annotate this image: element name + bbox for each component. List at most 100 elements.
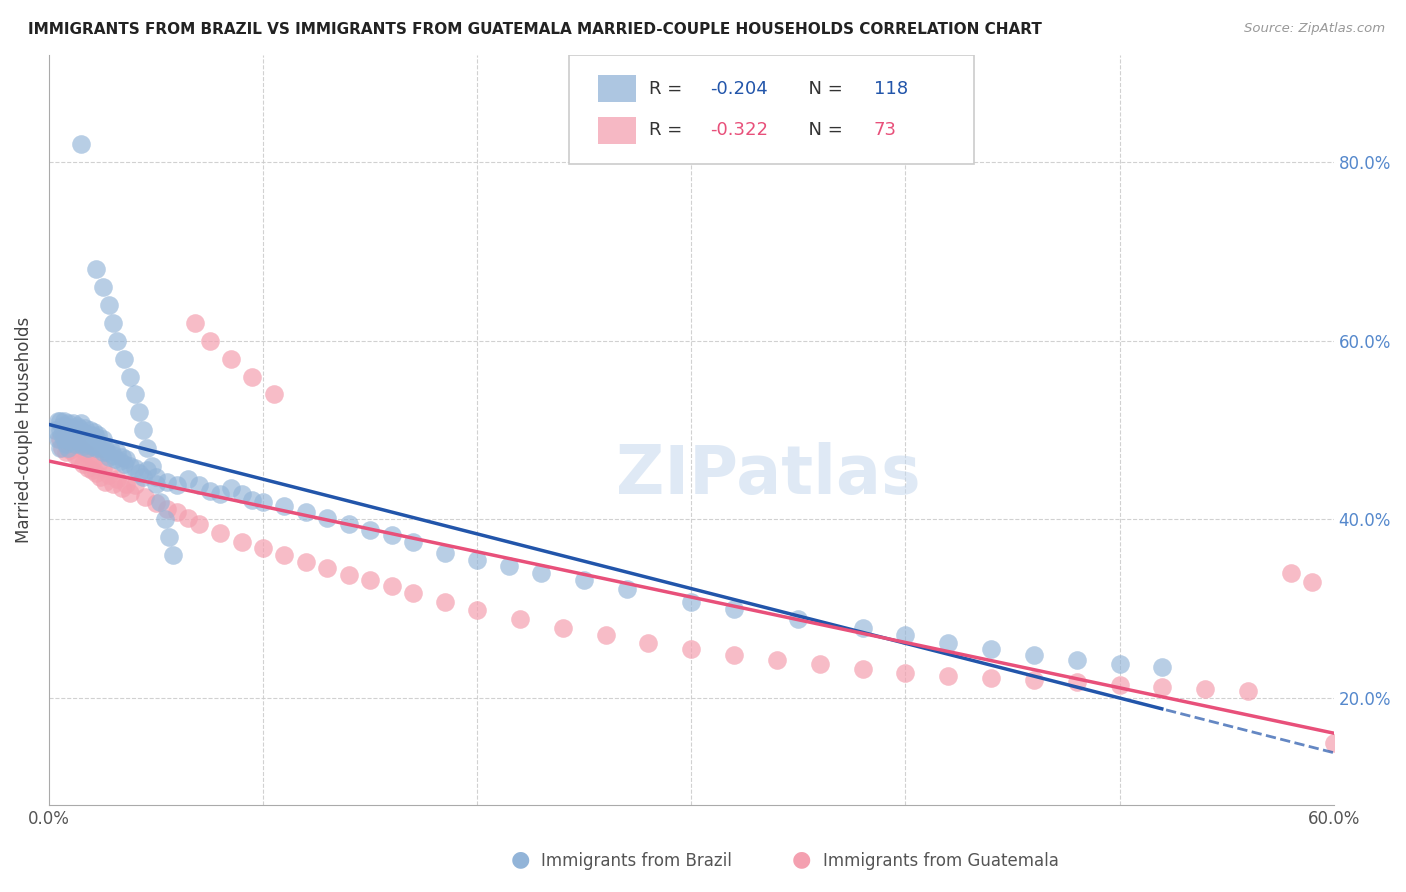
Point [96,445,118,459]
Point [87,427,110,442]
Point [337,567,360,582]
Point [76,460,98,475]
Point [242,369,264,384]
Point [93,475,115,489]
Point [156,501,179,516]
Point [187,478,209,492]
Point [156,475,179,489]
FancyBboxPatch shape [569,55,974,164]
Point [380,579,402,593]
Point [112,457,135,471]
Text: ●: ● [792,850,811,870]
Point [72,425,94,439]
Point [107,472,129,486]
Point [80,427,103,442]
Point [66,436,89,450]
Point [242,492,264,507]
Point [894,628,917,642]
Point [91,460,114,475]
Point [434,546,457,560]
Text: ●: ● [510,850,530,870]
Point [70,416,93,430]
Point [551,621,574,635]
Point [936,668,959,682]
Point [1108,657,1130,671]
Point [162,548,184,562]
Point [62,430,84,444]
Point [59,442,82,457]
Point [134,490,156,504]
Point [183,316,205,330]
Point [219,351,242,366]
Point [63,448,86,462]
Text: R =: R = [650,121,688,139]
Point [89,441,111,455]
Point [177,510,200,524]
Point [124,460,146,475]
Point [132,423,155,437]
Point [52,423,75,437]
Point [62,416,84,430]
Point [80,463,103,477]
Point [58,416,80,430]
Point [79,434,101,448]
Y-axis label: Married-couple Households: Married-couple Households [15,317,32,543]
Point [1066,674,1088,689]
Point [166,505,188,519]
Point [84,430,107,444]
Point [273,499,295,513]
Text: ZIPatlas: ZIPatlas [616,442,921,508]
Point [1301,574,1323,589]
Point [104,451,127,466]
Point [75,434,97,448]
Text: Immigrants from Brazil: Immigrants from Brazil [541,852,733,870]
Text: N =: N = [797,121,848,139]
Text: Immigrants from Guatemala: Immigrants from Guatemala [823,852,1059,870]
Point [93,441,115,455]
Point [107,334,129,348]
Point [103,316,125,330]
Point [62,430,84,444]
Point [97,298,120,312]
Point [128,466,150,480]
Point [79,448,101,462]
Point [46,414,69,428]
Text: 118: 118 [873,80,908,98]
Point [145,476,167,491]
Text: R =: R = [650,80,688,98]
Point [55,418,77,433]
Point [70,427,93,442]
Point [70,137,93,152]
Point [91,432,114,446]
Point [46,432,69,446]
Point [1022,673,1045,687]
Point [498,558,520,573]
Point [124,387,146,401]
Point [1194,681,1216,696]
Point [187,516,209,531]
Point [1152,659,1174,673]
Point [115,451,138,466]
Point [149,494,172,508]
Point [852,621,875,635]
Text: Source: ZipAtlas.com: Source: ZipAtlas.com [1244,22,1385,36]
Point [316,510,339,524]
Point [1323,735,1346,749]
Point [209,525,232,540]
Point [980,641,1002,656]
Point [52,427,75,442]
Point [59,421,82,435]
Point [219,481,242,495]
Point [402,585,425,599]
Point [166,478,188,492]
Point [574,573,596,587]
Point [157,530,180,544]
Point [83,436,105,450]
Text: -0.204: -0.204 [710,80,768,98]
Point [980,671,1002,685]
Point [84,262,107,277]
Point [295,505,318,519]
Point [103,448,125,462]
Point [808,657,831,671]
Point [595,628,617,642]
